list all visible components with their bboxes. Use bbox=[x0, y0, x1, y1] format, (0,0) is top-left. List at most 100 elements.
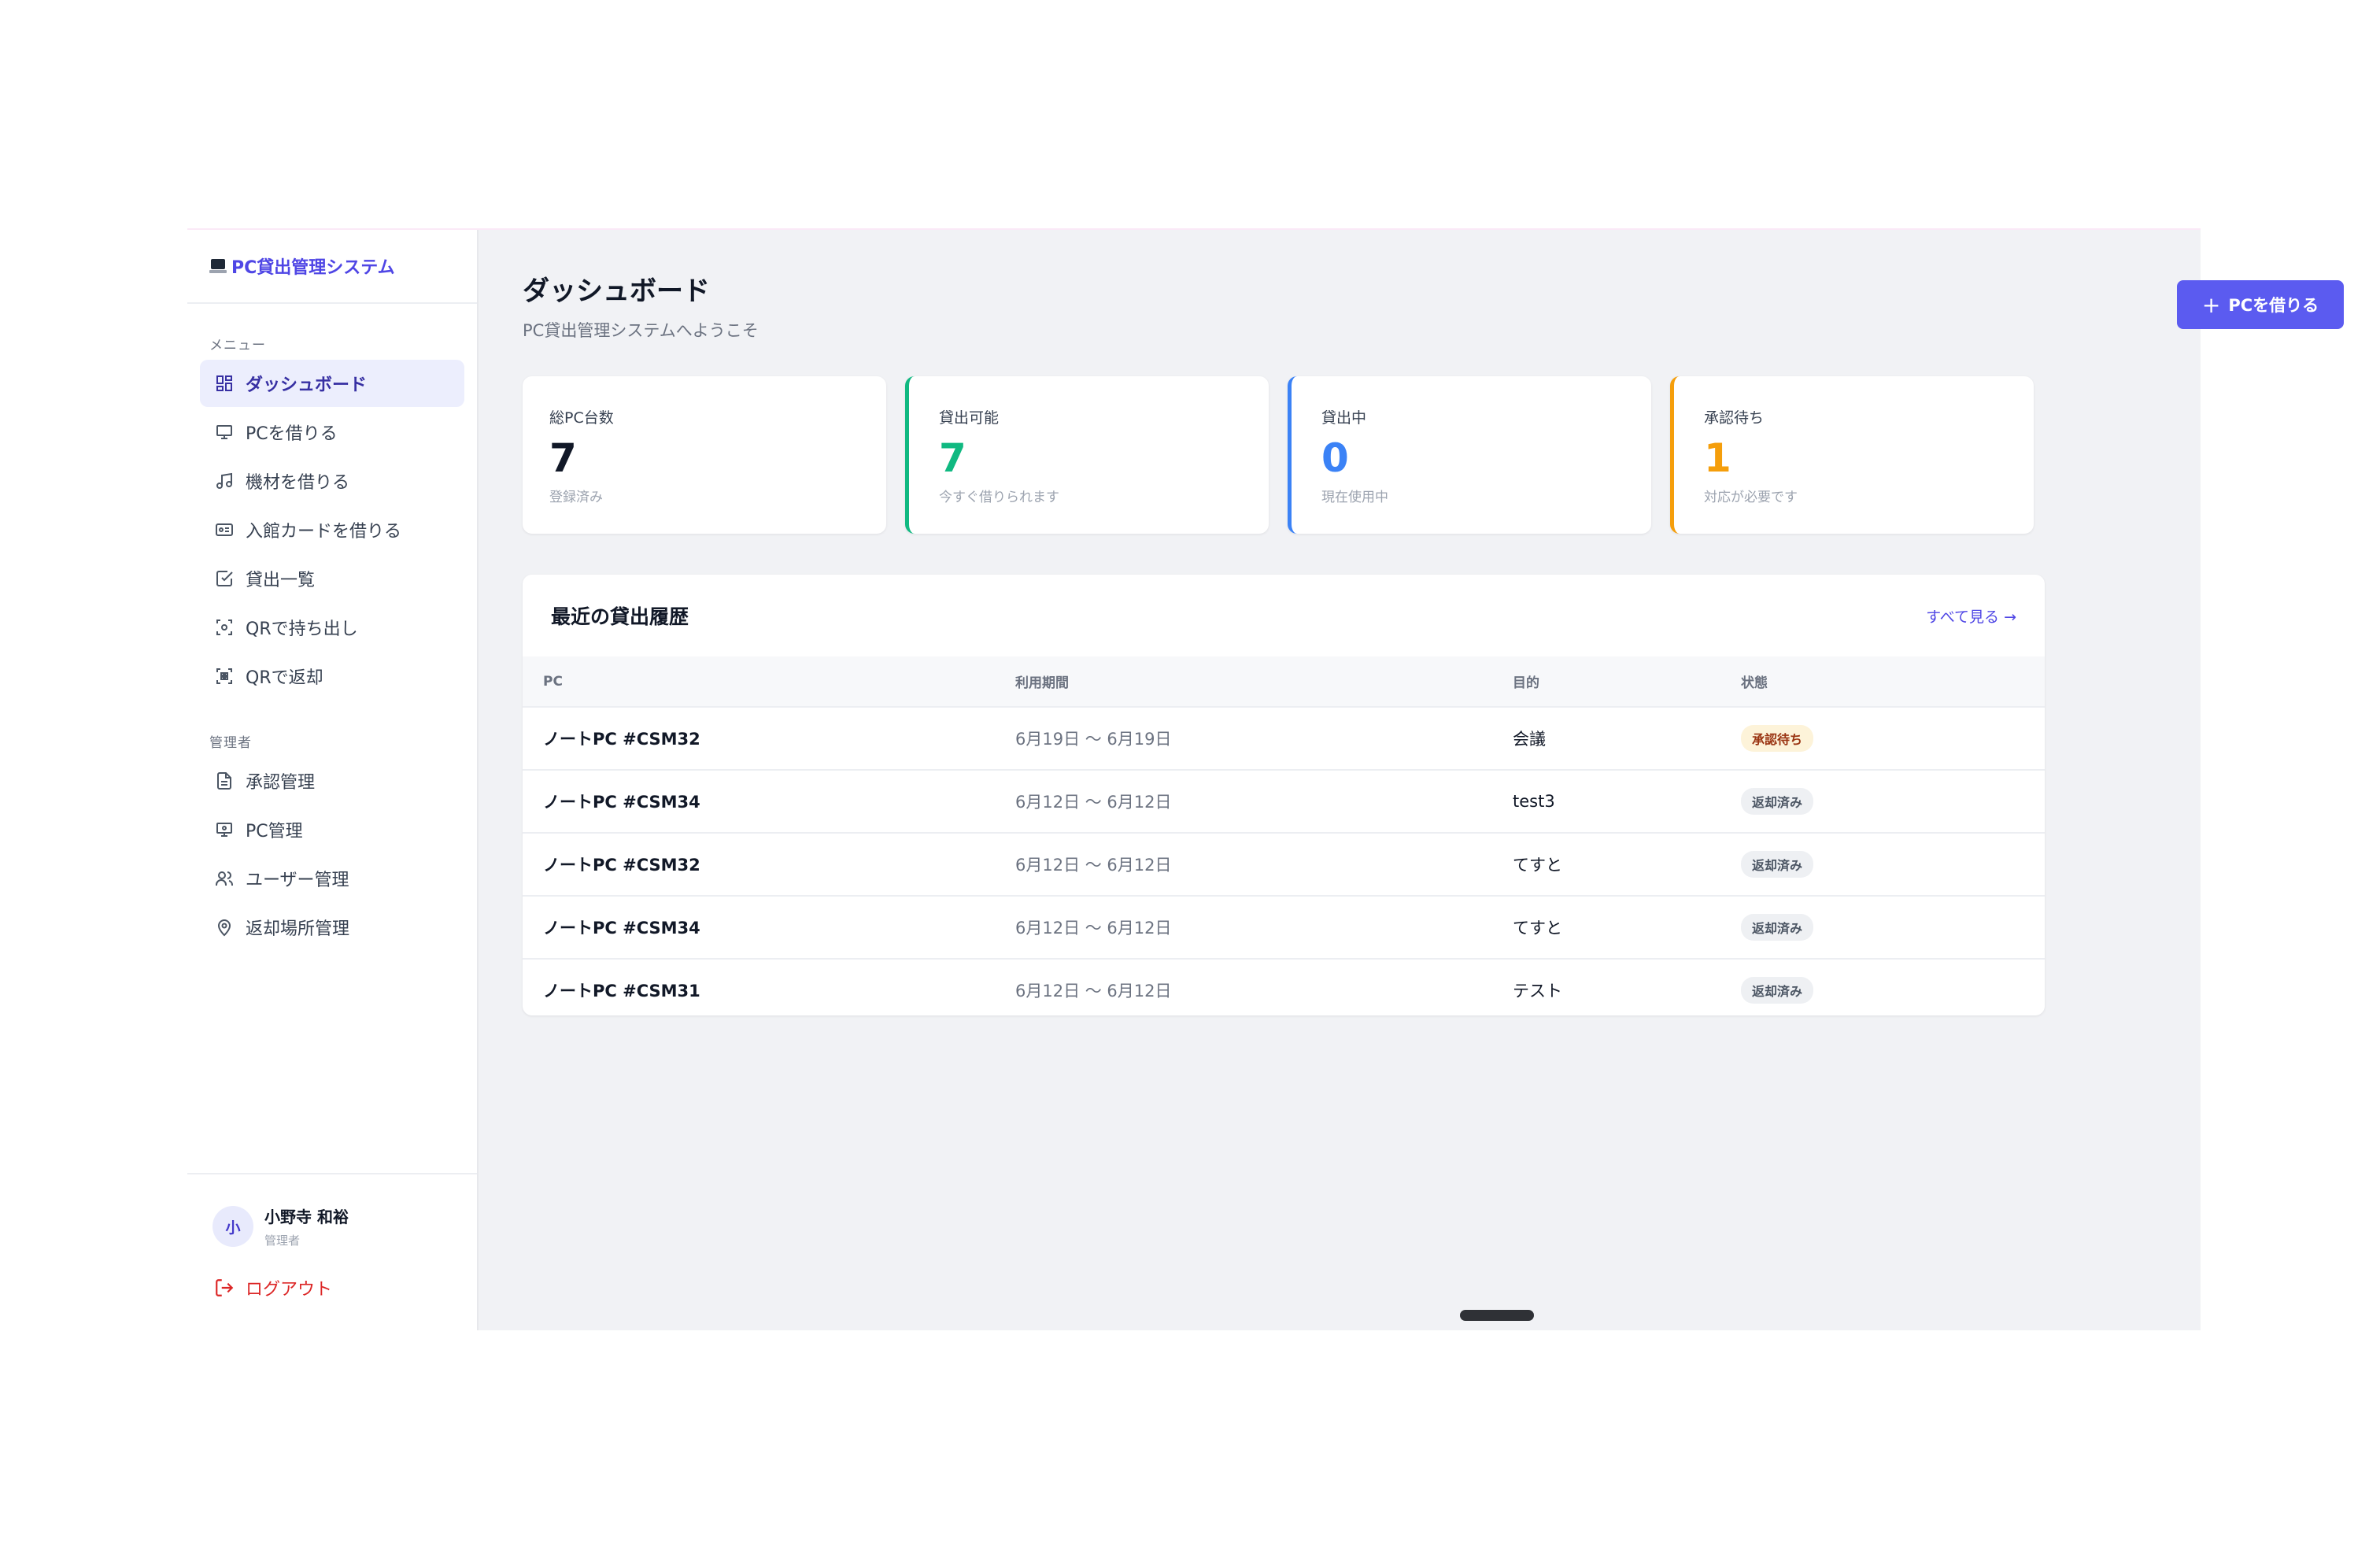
status-badge: 返却済み bbox=[1741, 914, 1814, 941]
id-card-icon bbox=[214, 520, 235, 540]
sidebar-item-approvals[interactable]: 承認管理 bbox=[200, 757, 464, 804]
brand[interactable]: PC貸出管理システム bbox=[187, 230, 477, 304]
pc-settings-icon bbox=[214, 819, 235, 840]
stat-card-available: 貸出可能 7 今すぐ借りられます bbox=[905, 376, 1269, 534]
sidebar-item-label: 貸出一覧 bbox=[246, 571, 316, 590]
cell-status: 返却済み bbox=[1741, 769, 2045, 833]
borrow-pc-button[interactable]: + PCを借りる bbox=[2177, 280, 2344, 329]
sidebar: PC貸出管理システム メニュー ダッシュボード PCを借りる 機材を借りる bbox=[187, 230, 479, 1330]
cell-status: 返却済み bbox=[1741, 832, 2045, 896]
table-row[interactable]: ノートPC #CSM32 6月19日 〜 6月19日 会議 承認待ち bbox=[523, 706, 2045, 770]
stat-value: 7 bbox=[939, 435, 966, 481]
cell-period: 6月12日 〜 6月12日 bbox=[1015, 769, 1513, 833]
sidebar-item-label: QRで返却 bbox=[246, 668, 323, 688]
qr-return-icon bbox=[214, 666, 235, 686]
stat-note: 登録済み bbox=[549, 490, 603, 505]
page-title: ダッシュボード bbox=[523, 276, 710, 307]
dashboard-icon bbox=[214, 373, 235, 394]
sidebar-item-label: ユーザー管理 bbox=[246, 871, 349, 890]
cell-purpose: テスト bbox=[1513, 958, 1741, 1015]
cell-purpose: test3 bbox=[1513, 769, 1741, 833]
cell-pc: ノートPC #CSM31 bbox=[523, 958, 1015, 1015]
document-icon bbox=[214, 771, 235, 791]
sidebar-item-label: 承認管理 bbox=[246, 773, 316, 793]
status-badge: 承認待ち bbox=[1741, 725, 1814, 752]
cell-period: 6月12日 〜 6月12日 bbox=[1015, 832, 1513, 896]
sidebar-item-borrow-equipment[interactable]: 機材を借りる bbox=[200, 457, 464, 505]
user-profile[interactable]: 小 小野寺 和裕 管理者 bbox=[187, 1174, 477, 1248]
sidebar-item-qr-checkout[interactable]: QRで持ち出し bbox=[200, 604, 464, 651]
recent-loans-title: 最近の貸出履歴 bbox=[551, 605, 689, 628]
table-row[interactable]: ノートPC #CSM34 6月12日 〜 6月12日 てすと 返却済み bbox=[523, 895, 2045, 959]
stat-value: 7 bbox=[549, 435, 577, 481]
sidebar-item-label: 入館カードを借りる bbox=[246, 522, 402, 542]
cell-purpose: 会議 bbox=[1513, 706, 1741, 770]
menu-section-label: メニュー bbox=[209, 338, 266, 353]
sidebar-item-label: PC管理 bbox=[246, 822, 303, 841]
cell-period: 6月12日 〜 6月12日 bbox=[1015, 895, 1513, 959]
column-header-purpose[interactable]: 目的 bbox=[1513, 675, 1539, 691]
sidebar-item-label: 返却場所管理 bbox=[246, 919, 350, 939]
stat-card-on-loan: 貸出中 0 現在使用中 bbox=[1288, 376, 1651, 534]
logout-icon bbox=[216, 1279, 234, 1296]
qr-scan-icon bbox=[214, 617, 235, 638]
music-note-icon bbox=[214, 471, 235, 491]
scroll-handle[interactable] bbox=[1460, 1310, 1534, 1321]
column-header-pc[interactable]: PC bbox=[543, 673, 563, 690]
table-row[interactable]: ノートPC #CSM31 6月12日 〜 6月12日 テスト 返却済み bbox=[523, 958, 2045, 1015]
stat-note: 今すぐ借りられます bbox=[939, 490, 1059, 505]
sidebar-item-dashboard[interactable]: ダッシュボード bbox=[200, 360, 464, 407]
sidebar-item-borrow-card[interactable]: 入館カードを借りる bbox=[200, 506, 464, 553]
stats-row: 総PC台数 7 登録済み 貸出可能 7 今すぐ借りられます 貸出中 0 現在使用… bbox=[523, 376, 2034, 534]
sidebar-footer: 小 小野寺 和裕 管理者 ログアウト bbox=[187, 1173, 477, 1330]
main-content: ダッシュボード PC貸出管理システムへようこそ + PCを借りる 総PC台数 7… bbox=[479, 230, 2344, 1330]
sidebar-item-loan-list[interactable]: 貸出一覧 bbox=[200, 555, 464, 602]
users-icon bbox=[214, 868, 235, 889]
cell-status: 返却済み bbox=[1741, 895, 2045, 959]
avatar: 小 bbox=[213, 1206, 253, 1247]
admin-section-label: 管理者 bbox=[209, 735, 252, 751]
table-header-row: PC 利用期間 目的 状態 bbox=[523, 656, 2045, 707]
map-pin-icon bbox=[214, 917, 235, 938]
checkbox-icon bbox=[214, 568, 235, 589]
see-all-link[interactable]: すべて見る → bbox=[1926, 608, 2016, 626]
table-row[interactable]: ノートPC #CSM34 6月12日 〜 6月12日 test3 返却済み bbox=[523, 769, 2045, 833]
page-subtitle: PC貸出管理システムへようこそ bbox=[523, 321, 759, 340]
stat-value: 1 bbox=[1704, 435, 1731, 481]
status-badge: 返却済み bbox=[1741, 851, 1814, 878]
cell-pc: ノートPC #CSM32 bbox=[523, 832, 1015, 896]
laptop-icon bbox=[209, 259, 227, 273]
column-header-period[interactable]: 利用期間 bbox=[1015, 675, 1069, 691]
sidebar-item-label: 機材を借りる bbox=[246, 473, 350, 493]
stat-value: 0 bbox=[1321, 435, 1349, 481]
stat-label: 総PC台数 bbox=[549, 409, 614, 427]
plus-icon: + bbox=[2201, 291, 2221, 318]
stat-note: 対応が必要です bbox=[1704, 490, 1798, 505]
sidebar-item-user-management[interactable]: ユーザー管理 bbox=[200, 855, 464, 902]
cell-period: 6月19日 〜 6月19日 bbox=[1015, 706, 1513, 770]
sidebar-item-borrow-pc[interactable]: PCを借りる bbox=[200, 409, 464, 456]
logout-button[interactable]: ログアウト bbox=[214, 1275, 477, 1300]
user-name: 小野寺 和裕 bbox=[264, 1208, 349, 1226]
cell-period: 6月12日 〜 6月12日 bbox=[1015, 958, 1513, 1015]
cell-pc: ノートPC #CSM32 bbox=[523, 706, 1015, 770]
sidebar-item-return-locations[interactable]: 返却場所管理 bbox=[200, 904, 464, 951]
sidebar-item-label: QRで持ち出し bbox=[246, 620, 358, 639]
column-header-status[interactable]: 状態 bbox=[1741, 675, 1768, 691]
monitor-icon bbox=[214, 422, 235, 442]
brand-title: PC貸出管理システム bbox=[231, 258, 395, 278]
logout-label: ログアウト bbox=[246, 1280, 333, 1300]
table-row[interactable]: ノートPC #CSM32 6月12日 〜 6月12日 てすと 返却済み bbox=[523, 832, 2045, 896]
sidebar-item-label: PCを借りる bbox=[246, 424, 338, 444]
app-window: PC貸出管理システム メニュー ダッシュボード PCを借りる 機材を借りる bbox=[187, 228, 2344, 1330]
stat-card-total: 総PC台数 7 登録済み bbox=[523, 376, 886, 534]
cell-status: 返却済み bbox=[1741, 958, 2045, 1015]
cell-status: 承認待ち bbox=[1741, 706, 2045, 770]
sidebar-item-pc-management[interactable]: PC管理 bbox=[200, 806, 464, 853]
recent-loans-table: PC 利用期間 目的 状態 ノートPC #CSM32 6月19日 〜 6月19日… bbox=[523, 656, 2045, 1015]
cell-pc: ノートPC #CSM34 bbox=[523, 769, 1015, 833]
status-badge: 返却済み bbox=[1741, 977, 1814, 1004]
sidebar-item-qr-return[interactable]: QRで返却 bbox=[200, 653, 464, 700]
stat-label: 貸出可能 bbox=[939, 409, 1000, 427]
borrow-pc-button-label: PCを借りる bbox=[2228, 296, 2319, 315]
